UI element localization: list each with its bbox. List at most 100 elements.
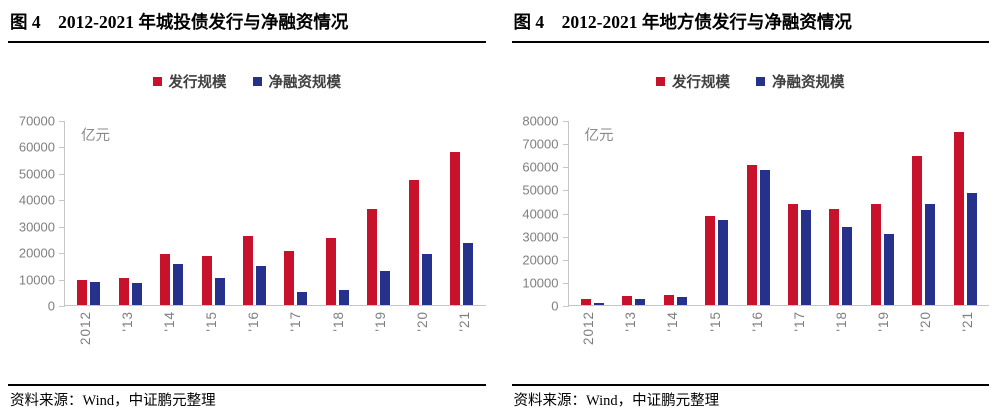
plot-wrap: 0 10000 20000 30000 40000 50000 60000 70000 8000… bbox=[512, 114, 990, 314]
issuance-bar bbox=[705, 216, 716, 305]
net-financing-bar bbox=[90, 282, 101, 305]
bar-group bbox=[779, 204, 820, 305]
y-tick-label: 30000 bbox=[522, 229, 559, 245]
source-note: 资料来源：Wind，中证鹏元整理 bbox=[8, 384, 486, 411]
x-tick-cell: '13 bbox=[106, 306, 148, 366]
net-financing-bar bbox=[593, 303, 604, 305]
x-tick-label: '20 bbox=[918, 311, 934, 332]
issuance-bar bbox=[160, 254, 171, 305]
issuance-swatch bbox=[152, 76, 162, 86]
x-tick-label: '15 bbox=[204, 311, 220, 332]
plot-wrap: 0 10000 20000 30000 40000 50000 60000 70000 亿元 bbox=[8, 114, 486, 314]
issuance-bar bbox=[118, 277, 129, 305]
net-financing-bar bbox=[131, 283, 142, 305]
issuance-bar bbox=[870, 204, 881, 305]
bar-group bbox=[613, 296, 654, 305]
x-tick-label: '13 bbox=[119, 311, 135, 332]
title-rule bbox=[8, 41, 486, 43]
y-tick-label: 0 bbox=[47, 298, 55, 314]
unit-label: 亿元 bbox=[584, 128, 614, 144]
x-tick-cell: '19 bbox=[359, 306, 401, 366]
x-tick-label: '19 bbox=[372, 311, 388, 332]
x-tick-cell: '19 bbox=[863, 306, 905, 366]
y-axis-labels: 0 10000 20000 30000 40000 50000 60000 70000 8000… bbox=[512, 114, 568, 314]
y-axis-tick bbox=[59, 226, 65, 228]
x-tick-cell: '15 bbox=[694, 306, 736, 366]
net-financing-bar bbox=[338, 289, 349, 305]
x-tick-label: '16 bbox=[749, 311, 765, 332]
issuance-bar bbox=[243, 235, 254, 305]
bar-group bbox=[109, 277, 150, 305]
x-tick-cell: '21 bbox=[947, 306, 989, 366]
y-axis-tick bbox=[562, 144, 569, 146]
bar-group bbox=[234, 235, 275, 305]
x-tick-cell: '13 bbox=[610, 306, 652, 366]
y-axis-tick bbox=[562, 236, 569, 238]
legend-item-issuance: 发行规模 bbox=[656, 71, 730, 92]
issuance-bar bbox=[829, 208, 840, 305]
bar-group bbox=[654, 295, 695, 305]
issuance-bar bbox=[325, 238, 336, 305]
bar-group bbox=[441, 151, 482, 305]
bar-group bbox=[820, 208, 861, 305]
net-financing-bar bbox=[718, 219, 729, 305]
net-financing-bar bbox=[883, 233, 894, 305]
x-tick-label: '17 bbox=[791, 311, 807, 332]
y-tick-label: 40000 bbox=[522, 206, 559, 221]
x-axis-labels: 2012 '13 '14 '15 '16 '17 '18 '19 '20 '21 bbox=[568, 306, 990, 366]
bar-group bbox=[275, 251, 316, 305]
legend-item-net-financing: 净融资规模 bbox=[252, 71, 341, 92]
bars bbox=[569, 121, 990, 305]
y-axis-labels: 0 10000 20000 30000 40000 50000 60000 70000 bbox=[8, 114, 64, 314]
y-tick-label: 10000 bbox=[18, 272, 55, 288]
y-tick-label: 50000 bbox=[522, 182, 559, 198]
city-investment-bond-chart: 图 4 2012-2021 年城投债发行与净融资情况 发行规模 净融资规模 0 1… bbox=[8, 8, 486, 415]
y-tick-label: 60000 bbox=[522, 159, 559, 175]
x-tick-cell: '21 bbox=[443, 306, 485, 366]
y-axis-tick bbox=[59, 306, 65, 307]
net-financing-bar bbox=[463, 242, 474, 305]
bar-group bbox=[151, 254, 192, 305]
x-tick-cell: '14 bbox=[148, 306, 190, 366]
issuance-bar bbox=[408, 180, 419, 305]
bar-group bbox=[192, 256, 233, 305]
issuance-bar bbox=[284, 251, 295, 305]
net-financing-bar bbox=[925, 203, 936, 305]
source-note: 资料来源：Wind，中证鹏元整理 bbox=[511, 384, 989, 411]
x-tick-cell: 2012 bbox=[64, 306, 106, 366]
x-tick-label: '14 bbox=[161, 311, 177, 332]
net-financing-bar bbox=[380, 270, 391, 305]
net-financing-bar bbox=[966, 193, 977, 305]
y-axis-tick bbox=[59, 253, 65, 255]
legend-item-net-financing: 净融资规模 bbox=[756, 71, 845, 92]
issuance-bar bbox=[787, 204, 798, 305]
local-government-bond-chart: 图 4 2012-2021 年地方债发行与净融资情况 发行规模 净融资规模 0 1… bbox=[511, 8, 990, 415]
y-axis-tick bbox=[59, 279, 65, 281]
plot-area: 亿元 bbox=[59, 121, 486, 307]
y-axis-tick bbox=[562, 282, 569, 284]
bar-group bbox=[945, 131, 986, 305]
bars bbox=[65, 121, 486, 305]
y-tick-label: 50000 bbox=[18, 166, 55, 182]
issuance-bar bbox=[367, 208, 378, 305]
legend-item-issuance: 发行规模 bbox=[152, 71, 227, 92]
x-tick-cell: 2012 bbox=[568, 306, 610, 366]
plot-area: 亿元 bbox=[562, 121, 990, 307]
x-tick-label: '20 bbox=[414, 311, 430, 332]
x-tick-label: '13 bbox=[623, 311, 639, 332]
x-tick-label: '16 bbox=[246, 311, 262, 332]
bar-group bbox=[317, 238, 358, 305]
bar-group bbox=[862, 204, 903, 305]
y-tick-label: 40000 bbox=[18, 192, 55, 208]
x-tick-label: '18 bbox=[330, 311, 346, 332]
legend: 发行规模 净融资规模 bbox=[8, 71, 486, 91]
net-financing-bar bbox=[759, 169, 770, 305]
y-axis-tick bbox=[59, 147, 65, 149]
x-tick-label: 2012 bbox=[581, 311, 597, 346]
issuance-bar bbox=[580, 298, 591, 305]
y-axis-tick bbox=[59, 173, 65, 175]
legend: 发行规模 净融资规模 bbox=[512, 71, 990, 91]
issuance-bar bbox=[953, 131, 964, 305]
x-tick-cell: '17 bbox=[275, 306, 317, 366]
y-tick-label: 10000 bbox=[522, 275, 559, 291]
